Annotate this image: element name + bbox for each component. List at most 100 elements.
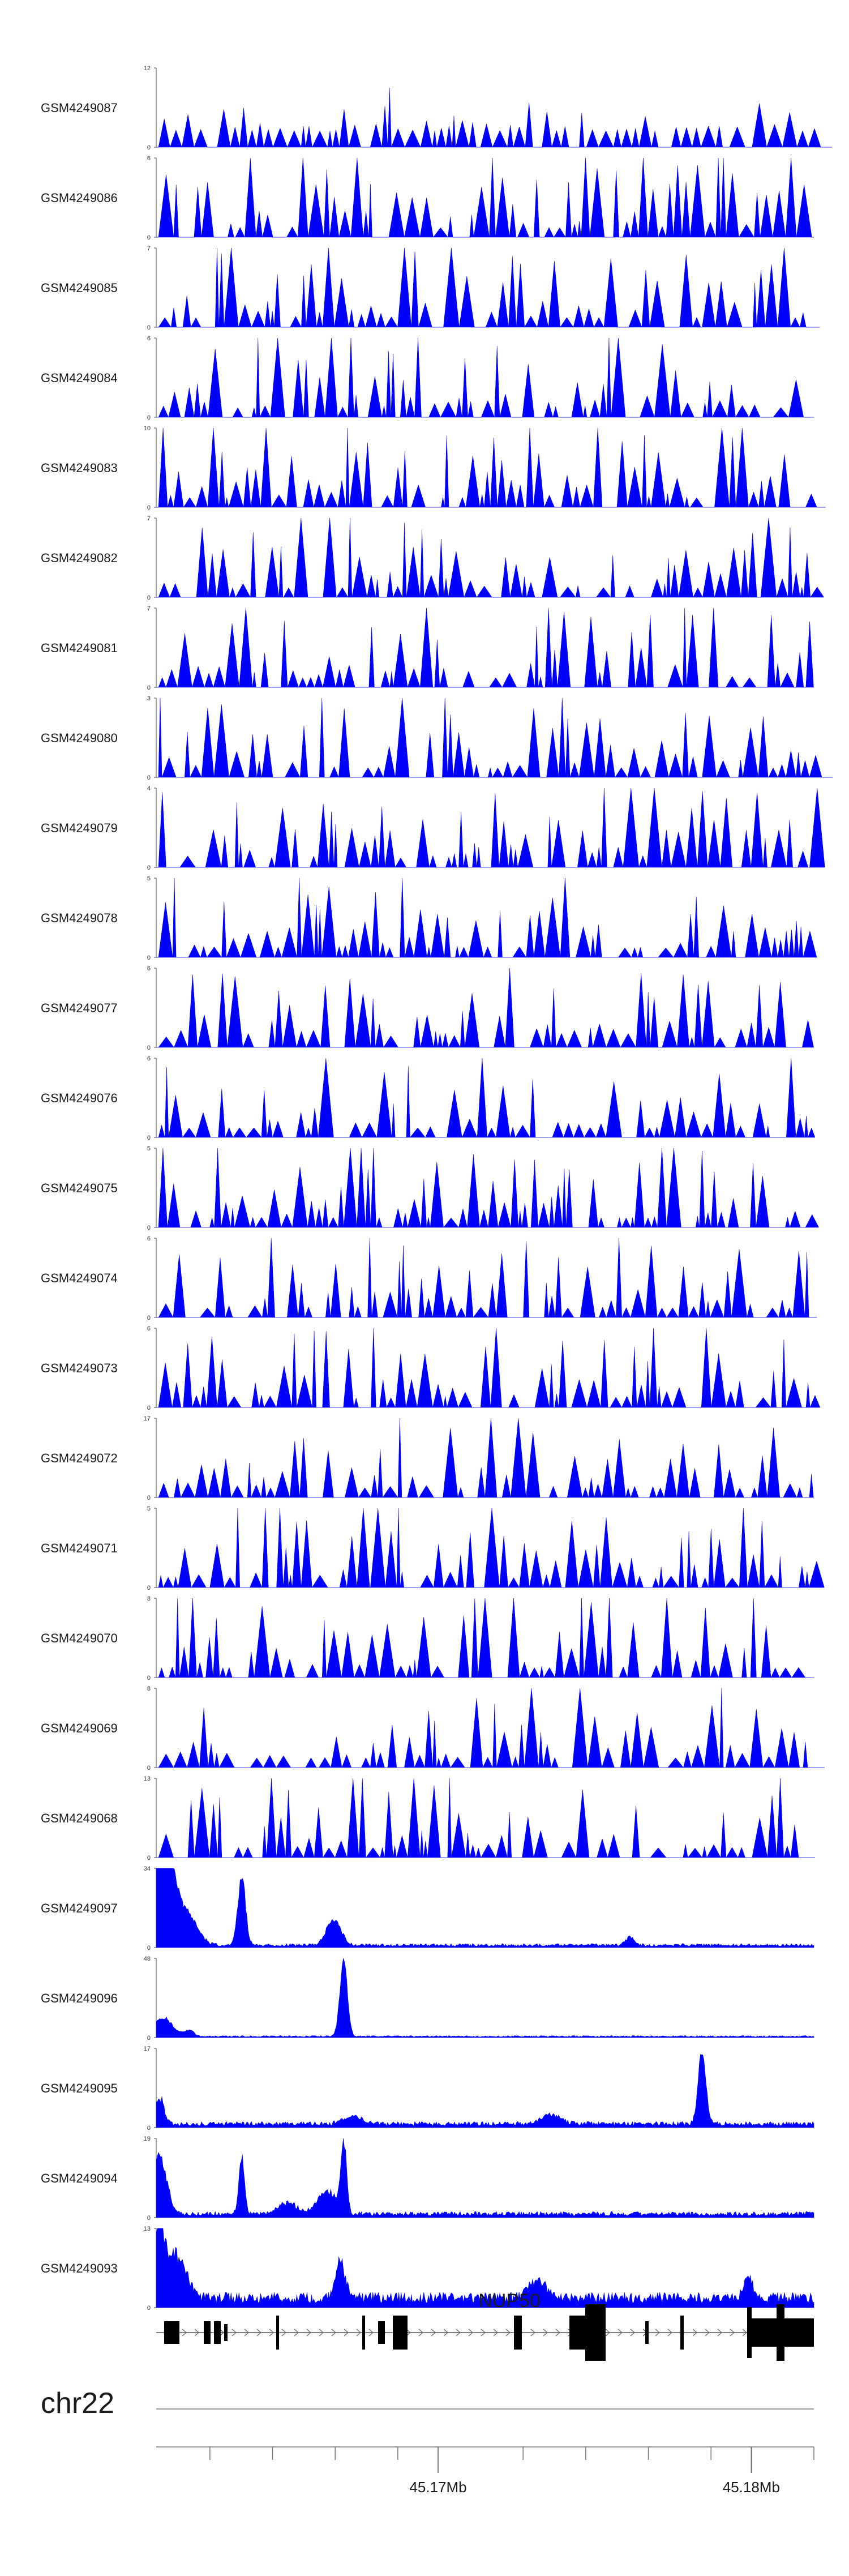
coverage-area [156, 1238, 817, 1318]
y-min-label: 0 [147, 2305, 151, 2312]
coverage-area [156, 1418, 814, 1498]
strand-arrow [194, 2329, 199, 2337]
y-min-label: 0 [147, 1315, 151, 1321]
strand-arrow [231, 2329, 237, 2337]
coverage-area [156, 1328, 821, 1408]
strand-arrow [182, 2329, 187, 2337]
strand-arrow [555, 2329, 560, 2337]
strand-arrow [705, 2329, 710, 2337]
track: GSM4249070 8 0 [41, 1595, 814, 1681]
y-min-label: 0 [147, 865, 151, 871]
track: GSM4249083 10 0 [41, 425, 826, 511]
exon-block [164, 2321, 168, 2344]
strand-arrow [667, 2329, 672, 2337]
strand-arrow [717, 2329, 722, 2337]
y-min-label: 0 [147, 1045, 151, 1051]
axis-tick-label: 45.17Mb [409, 2479, 466, 2496]
track: GSM4249080 3 0 [41, 695, 833, 781]
strand-arrow [244, 2329, 249, 2337]
coverage-area [156, 1058, 816, 1138]
exon-block [167, 2321, 179, 2344]
y-max-label: 17 [144, 2046, 151, 2052]
coverage-area [156, 87, 832, 148]
strand-arrow [605, 2329, 610, 2337]
track-label: GSM4249075 [41, 1181, 118, 1195]
strand-arrow [630, 2329, 635, 2337]
strand-arrow [418, 2329, 423, 2337]
coverage-area [156, 698, 833, 778]
track-label: GSM4249070 [41, 1631, 118, 1645]
coverage-area [156, 1148, 820, 1228]
strand-arrow [543, 2329, 548, 2337]
track-label: GSM4249093 [41, 2261, 118, 2275]
y-max-label: 13 [144, 1775, 151, 1782]
coverage-area [156, 1508, 825, 1588]
coverage-area [156, 157, 814, 238]
y-min-label: 0 [147, 1135, 151, 1141]
y-min-label: 0 [147, 1675, 151, 1681]
coverage-area [156, 247, 820, 328]
y-min-label: 0 [147, 684, 151, 691]
y-min-label: 0 [147, 1765, 151, 1771]
coverage-area [156, 878, 817, 958]
exon-block [569, 2316, 585, 2350]
track: GSM4249081 7 0 [41, 605, 814, 691]
exon-block [645, 2321, 649, 2344]
strand-arrow [618, 2329, 623, 2337]
y-min-label: 0 [147, 1225, 151, 1231]
exon-block [777, 2304, 784, 2361]
y-max-label: 5 [147, 1505, 151, 1512]
y-max-label: 8 [147, 1685, 151, 1692]
track: GSM4249094 19 0 [41, 2136, 814, 2222]
coverage-area [156, 427, 826, 508]
exon-block [680, 2316, 684, 2350]
strand-arrow [655, 2329, 660, 2337]
y-min-label: 0 [147, 2215, 151, 2222]
strand-arrow [530, 2329, 535, 2337]
track: GSM4249078 5 0 [41, 875, 817, 961]
y-min-label: 0 [147, 1945, 151, 1952]
y-max-label: 10 [144, 425, 151, 432]
strand-arrow [356, 2329, 361, 2337]
signal-tracks: GSM4249087120GSM424908660GSM424908570GSM… [41, 65, 833, 2312]
y-max-label: 34 [144, 1865, 151, 1872]
exon-block [378, 2321, 385, 2344]
track-label: GSM4249074 [41, 1271, 118, 1285]
y-max-label: 6 [147, 1325, 151, 1332]
track: GSM4249082 7 0 [41, 515, 825, 601]
coverage-area [156, 1868, 814, 1948]
coverage-area [156, 968, 814, 1048]
track: GSM4249068 13 0 [41, 1775, 816, 1862]
track: GSM4249095 17 0 [41, 2046, 814, 2132]
track-label: GSM4249079 [41, 821, 118, 835]
gene-label: NUP50 [478, 2290, 541, 2312]
strand-arrow [481, 2329, 486, 2337]
strand-arrow [730, 2329, 735, 2337]
strand-arrow [692, 2329, 697, 2337]
strand-arrow [294, 2329, 299, 2337]
y-max-label: 4 [147, 785, 151, 792]
track: GSM4249079 4 0 [41, 785, 825, 871]
y-max-label: 12 [144, 65, 151, 72]
axis-tick-label: 45.18Mb [723, 2479, 780, 2496]
genome-axis: chr22 45.17Mb 45.18Mb [41, 2387, 814, 2496]
coverage-area [156, 2228, 814, 2308]
y-max-label: 6 [147, 335, 151, 342]
y-min-label: 0 [147, 234, 151, 241]
track-label: GSM4249080 [41, 731, 118, 745]
y-max-label: 5 [147, 1145, 151, 1152]
track: GSM4249087 12 0 [41, 65, 832, 151]
strand-arrow [468, 2329, 473, 2337]
coverage-area [156, 788, 825, 868]
y-min-label: 0 [147, 144, 151, 151]
strand-arrow [331, 2329, 336, 2337]
exon-block [747, 2307, 752, 2358]
coverage-area [156, 2053, 814, 2128]
exon-block [362, 2316, 365, 2350]
track-label: GSM4249087 [41, 101, 118, 115]
track-label: GSM4249081 [41, 641, 118, 655]
exon-block [514, 2316, 522, 2350]
strand-arrow [406, 2329, 411, 2337]
y-max-label: 6 [147, 965, 151, 972]
